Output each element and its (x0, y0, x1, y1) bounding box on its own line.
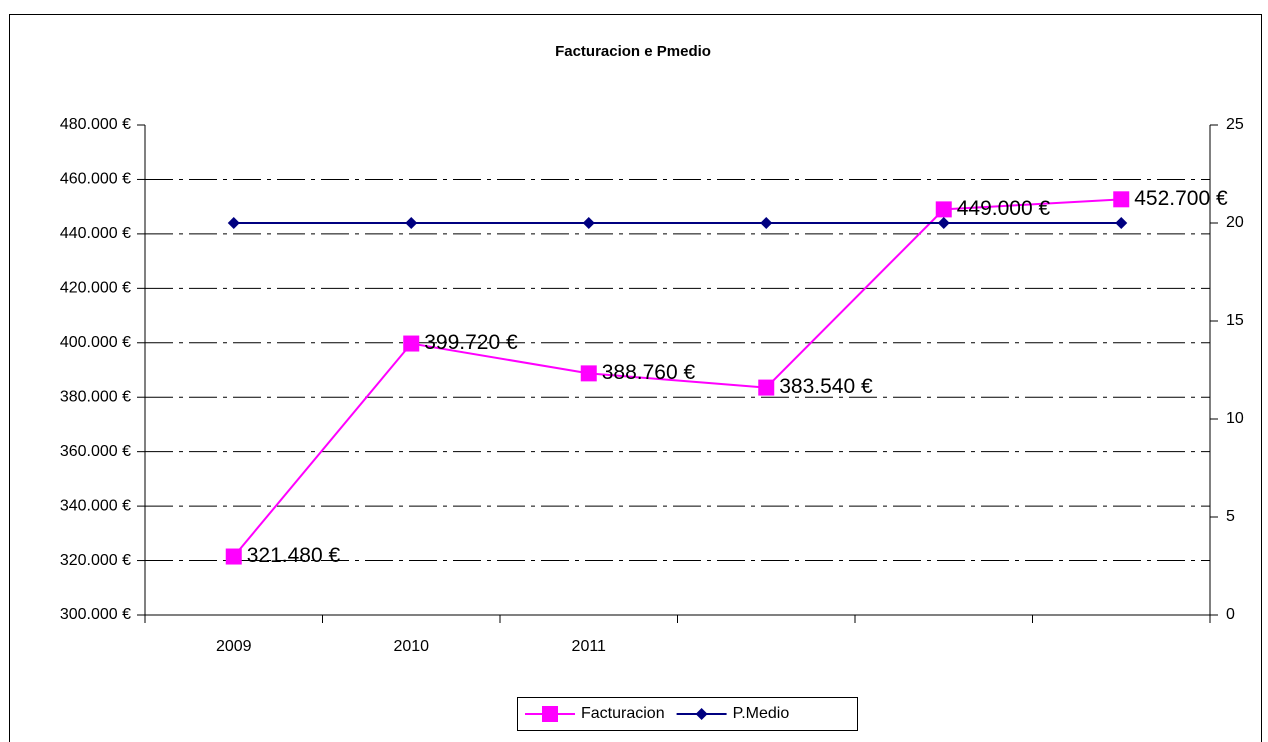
data-point (405, 217, 418, 229)
legend-label: Facturacion (581, 705, 665, 722)
data-label: 399.720 € (424, 331, 518, 354)
data-label: 449.000 € (957, 197, 1051, 220)
data-point (935, 201, 952, 218)
legend-label: P.Medio (733, 705, 790, 722)
y2-tick-label: 10 (1226, 410, 1244, 427)
data-point (580, 365, 597, 382)
data-point (227, 217, 240, 229)
data-point (1113, 191, 1130, 208)
series-line (232, 198, 1122, 558)
data-point (937, 217, 950, 229)
y2-tick-label: 25 (1226, 116, 1244, 133)
data-point (225, 548, 242, 565)
y-tick-label: 460.000 € (60, 171, 131, 188)
y2-tick-label: 20 (1226, 214, 1244, 231)
x-tick-label: 2009 (216, 638, 252, 655)
y-tick-label: 320.000 € (60, 552, 131, 569)
chart-border (9, 14, 1262, 742)
data-label: 452.700 € (1134, 187, 1228, 210)
x-tick-label: 2011 (572, 638, 607, 655)
legend-marker (695, 708, 708, 720)
legend-item: P.Medio (676, 705, 790, 722)
legend-marker (542, 706, 558, 722)
y-tick-label: 360.000 € (60, 443, 131, 460)
y-tick-label: 400.000 € (60, 334, 131, 351)
data-label: 321.480 € (247, 544, 341, 567)
y-tick-label: 480.000 € (60, 116, 131, 133)
data-point (760, 217, 773, 229)
y-tick-label: 440.000 € (60, 225, 131, 242)
data-label: 383.540 € (779, 375, 873, 398)
x-tick-label: 2010 (393, 638, 429, 655)
legend-item: Facturacion (525, 705, 665, 722)
y2-tick-label: 15 (1226, 312, 1244, 329)
y-tick-label: 300.000 € (60, 606, 131, 623)
data-point (758, 379, 775, 396)
data-point (1115, 217, 1128, 229)
data-point (582, 217, 595, 229)
chart-title: Facturacion e Pmedio (555, 43, 711, 60)
y-tick-label: 340.000 € (60, 497, 131, 514)
y2-tick-label: 5 (1226, 508, 1235, 525)
y2-tick-label: 0 (1226, 606, 1235, 623)
y-tick-label: 380.000 € (60, 388, 131, 405)
data-label: 388.760 € (602, 361, 696, 384)
y-tick-label: 420.000 € (60, 280, 131, 297)
data-point (403, 335, 420, 352)
